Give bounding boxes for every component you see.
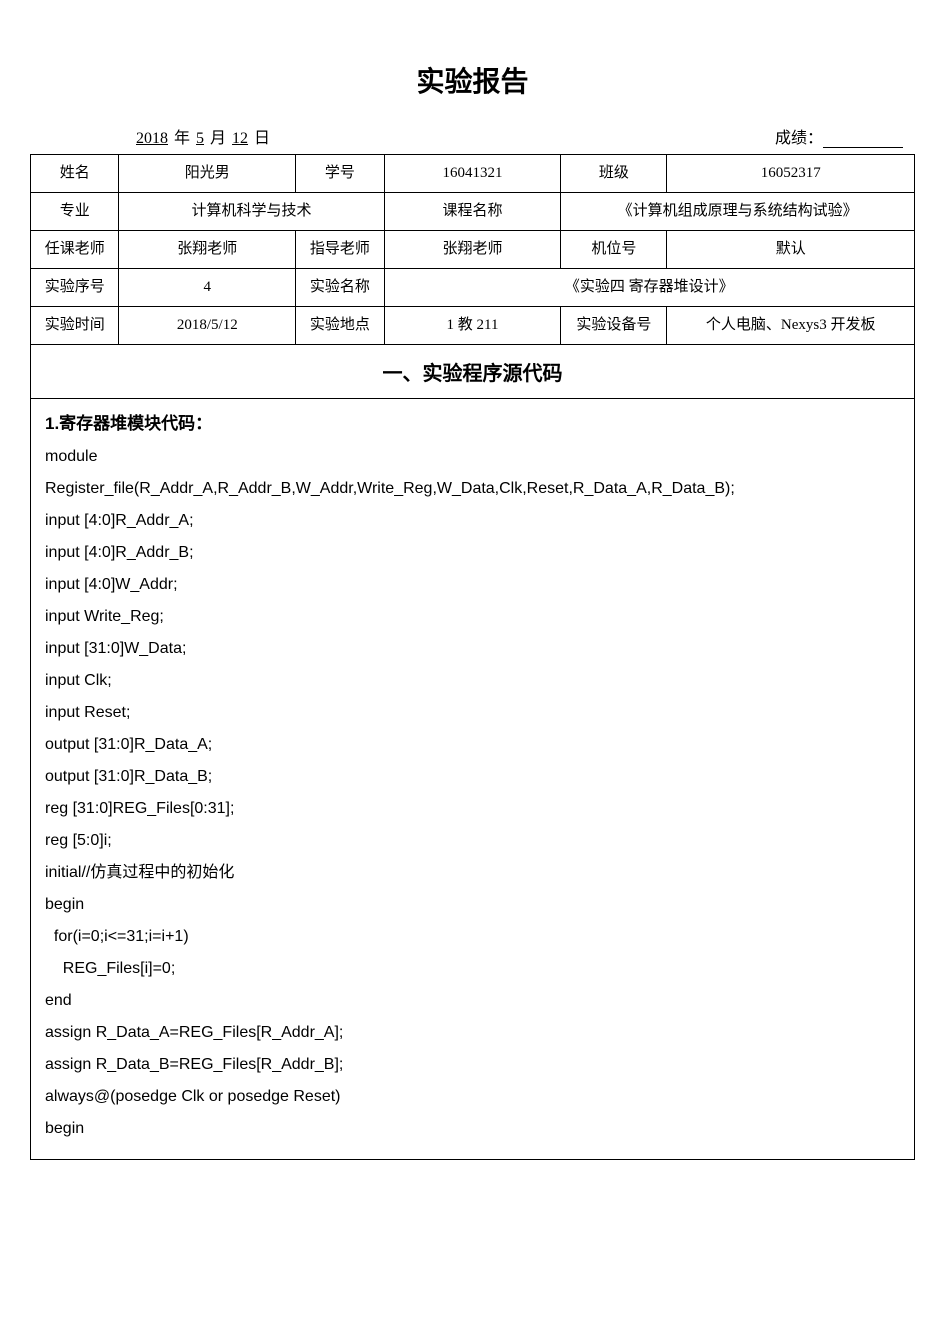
cell-label: 实验名称 xyxy=(296,269,384,307)
cell-label: 姓名 xyxy=(31,155,119,193)
cell-value: 2018/5/12 xyxy=(119,307,296,345)
cell-label: 任课老师 xyxy=(31,231,119,269)
code-heading: 1.寄存器堆模块代码： xyxy=(45,407,900,441)
table-row: 实验时间 2018/5/12 实验地点 1 教 211 实验设备号 个人电脑、N… xyxy=(31,307,915,345)
cell-label: 班级 xyxy=(561,155,667,193)
code-block: 1.寄存器堆模块代码： module Register_file(R_Addr_… xyxy=(30,399,915,1160)
day-label: 日 xyxy=(254,130,270,147)
cell-value: 16052317 xyxy=(667,155,915,193)
cell-value: 默认 xyxy=(667,231,915,269)
grade-blank xyxy=(823,147,903,148)
grade-label: 成绩： xyxy=(775,130,823,147)
year-value: 2018 xyxy=(130,130,174,147)
cell-label: 专业 xyxy=(31,193,119,231)
cell-value: 1 教 211 xyxy=(384,307,561,345)
cell-value: 《计算机组成原理与系统结构试验》 xyxy=(561,193,915,231)
day-value: 12 xyxy=(226,130,254,147)
table-row: 任课老师 张翔老师 指导老师 张翔老师 机位号 默认 xyxy=(31,231,915,269)
cell-label: 指导老师 xyxy=(296,231,384,269)
table-row: 实验序号 4 实验名称 《实验四 寄存器堆设计》 xyxy=(31,269,915,307)
report-title: 实验报告 xyxy=(30,60,915,100)
cell-value: 张翔老师 xyxy=(384,231,561,269)
month-label: 月 xyxy=(210,130,226,147)
cell-value: 张翔老师 xyxy=(119,231,296,269)
cell-value: 阳光男 xyxy=(119,155,296,193)
code-body: module Register_file(R_Addr_A,R_Addr_B,W… xyxy=(45,441,900,1145)
date-line: 2018年5月12日 xyxy=(130,124,270,148)
cell-label: 机位号 xyxy=(561,231,667,269)
cell-label: 实验时间 xyxy=(31,307,119,345)
table-row: 姓名 阳光男 学号 16041321 班级 16052317 xyxy=(31,155,915,193)
table-row: 专业 计算机科学与技术 课程名称 《计算机组成原理与系统结构试验》 xyxy=(31,193,915,231)
info-table: 姓名 阳光男 学号 16041321 班级 16052317 专业 计算机科学与… xyxy=(30,154,915,345)
cell-label: 实验地点 xyxy=(296,307,384,345)
cell-value: 个人电脑、Nexys3 开发板 xyxy=(667,307,915,345)
cell-label: 课程名称 xyxy=(384,193,561,231)
cell-value: 4 xyxy=(119,269,296,307)
grade-line: 成绩： xyxy=(775,124,903,148)
cell-label: 学号 xyxy=(296,155,384,193)
cell-label: 实验设备号 xyxy=(561,307,667,345)
cell-value: 计算机科学与技术 xyxy=(119,193,384,231)
cell-value: 16041321 xyxy=(384,155,561,193)
cell-label: 实验序号 xyxy=(31,269,119,307)
year-label: 年 xyxy=(174,130,190,147)
section-title: 一、实验程序源代码 xyxy=(30,345,915,399)
month-value: 5 xyxy=(190,130,210,147)
cell-value: 《实验四 寄存器堆设计》 xyxy=(384,269,914,307)
header-line: 2018年5月12日 成绩： xyxy=(30,124,915,154)
